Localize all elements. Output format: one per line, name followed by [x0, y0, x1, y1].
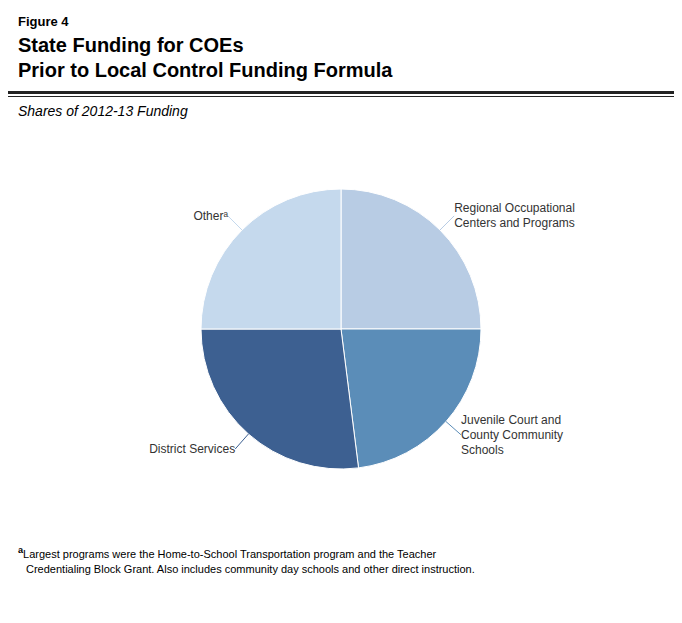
- svg-text:Otherᵃ: Otherᵃ: [193, 209, 228, 223]
- svg-text:District Services: District Services: [149, 442, 235, 456]
- svg-text:Regional OccupationalCenters a: Regional OccupationalCenters and Program…: [454, 201, 575, 230]
- html-text:State Funding for COEs: State Funding for COEs: [18, 34, 244, 56]
- svg-text:Juvenile Court andCounty Commu: Juvenile Court andCounty CommunitySchool…: [461, 413, 563, 457]
- html-text:Prior to Local Control Funding: Prior to Local Control Funding Formula: [18, 59, 393, 81]
- html-text:aLargest programs were the Hom: aLargest programs were the Home-to-Schoo…: [18, 545, 437, 560]
- html-text:Credentialing Block Grant. Als: Credentialing Block Grant. Also includes…: [26, 562, 475, 575]
- html-text:Shares of 2012-13 Funding: Shares of 2012-13 Funding: [18, 103, 188, 119]
- html-text:Figure 4: Figure 4: [18, 14, 69, 29]
